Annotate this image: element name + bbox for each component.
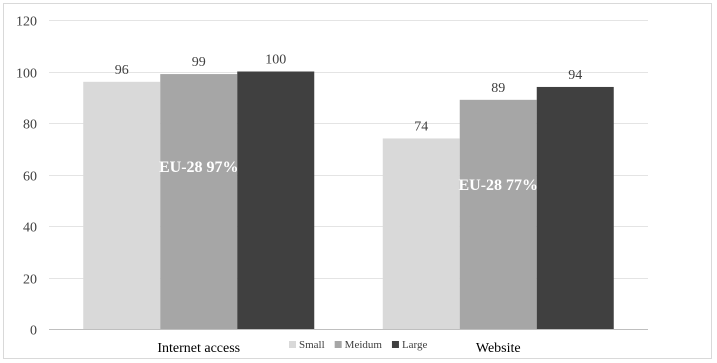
y-tick-label: 120 bbox=[16, 15, 37, 30]
y-tick-label: 80 bbox=[23, 118, 37, 133]
bar bbox=[237, 71, 315, 329]
bar bbox=[160, 74, 238, 329]
x-category-label: Website bbox=[476, 341, 521, 356]
bars bbox=[83, 71, 614, 329]
y-axis-ticks: 0 20 40 60 80 100 120 bbox=[16, 15, 37, 339]
bar bbox=[459, 99, 537, 329]
legend-swatch bbox=[334, 341, 342, 348]
data-label: 74 bbox=[414, 119, 428, 134]
y-tick-label: 60 bbox=[23, 170, 37, 185]
x-category-label: Internet access bbox=[157, 341, 240, 356]
annotation-label: EU-28 97% bbox=[159, 159, 239, 176]
legend-label: Meidum bbox=[345, 339, 383, 351]
legend-label: Large bbox=[402, 339, 428, 351]
data-label: 99 bbox=[192, 55, 206, 70]
y-tick-label: 20 bbox=[23, 273, 37, 288]
bar bbox=[536, 86, 614, 329]
annotations: EU-28 97% EU-28 77% bbox=[159, 159, 538, 194]
data-label: 94 bbox=[568, 68, 582, 83]
y-tick-label: 100 bbox=[16, 67, 37, 82]
bar bbox=[382, 138, 460, 329]
data-labels: 96 99 100 74 89 94 bbox=[115, 53, 583, 135]
annotation-label: EU-28 77% bbox=[458, 177, 538, 194]
data-label: 96 bbox=[115, 63, 129, 78]
y-tick-label: 0 bbox=[30, 324, 37, 339]
legend: Small Meidum Large bbox=[289, 339, 428, 351]
data-label: 100 bbox=[265, 53, 286, 68]
bar bbox=[83, 81, 161, 329]
chart-frame: 0 20 40 60 80 100 120 96 99 100 74 89 94 EU-28 97% E… bbox=[3, 3, 712, 359]
legend-swatch bbox=[289, 341, 296, 348]
data-label: 89 bbox=[491, 81, 505, 96]
x-axis-category-labels: Internet access Website bbox=[157, 341, 520, 356]
y-tick-label: 40 bbox=[23, 221, 37, 236]
legend-swatch bbox=[391, 341, 399, 348]
legend-label: Small bbox=[299, 339, 325, 351]
